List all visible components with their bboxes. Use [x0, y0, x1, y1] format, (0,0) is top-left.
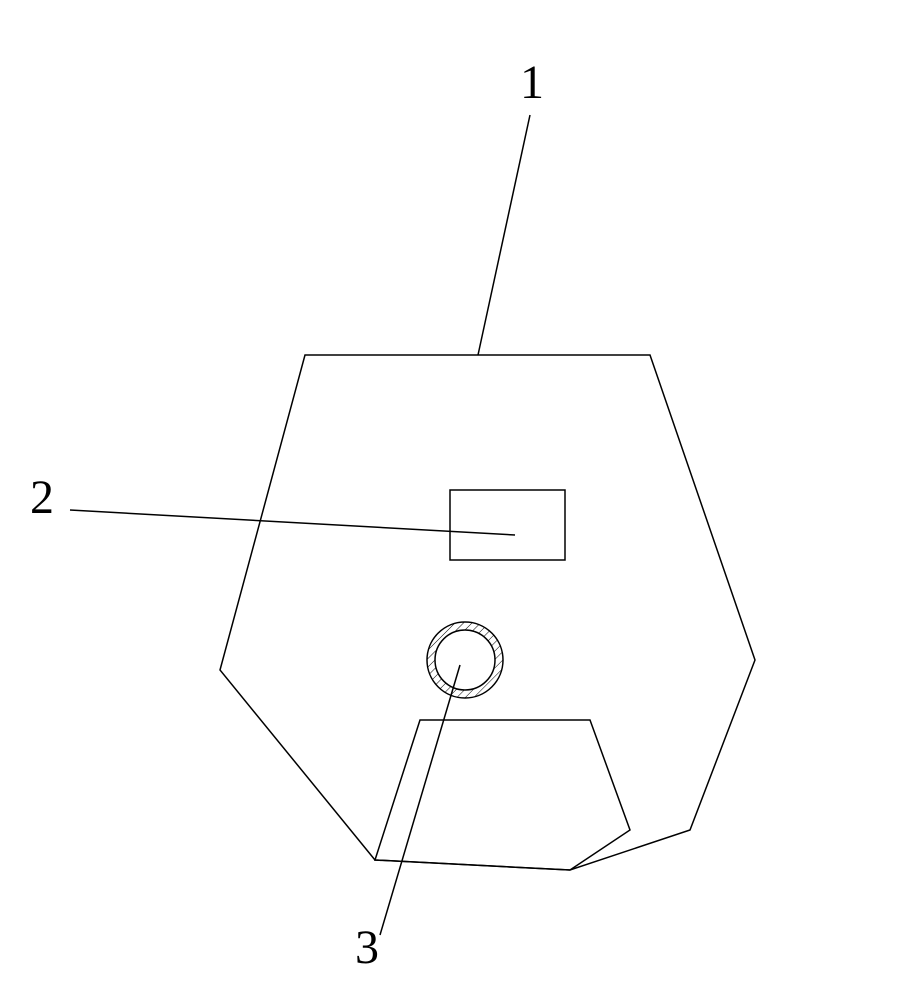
center-rectangle	[450, 490, 565, 560]
callout-label-1: 1	[520, 55, 544, 110]
inner-pentagon	[375, 720, 630, 870]
outer-pentagon	[220, 355, 755, 870]
callout-label-3: 3	[355, 920, 379, 975]
diagram-canvas	[0, 0, 900, 1000]
callout-line-2	[70, 510, 515, 535]
callout-line-3	[380, 665, 460, 935]
hatched-circle	[427, 622, 503, 698]
callout-line-1	[478, 115, 530, 355]
callout-label-2: 2	[30, 470, 54, 525]
